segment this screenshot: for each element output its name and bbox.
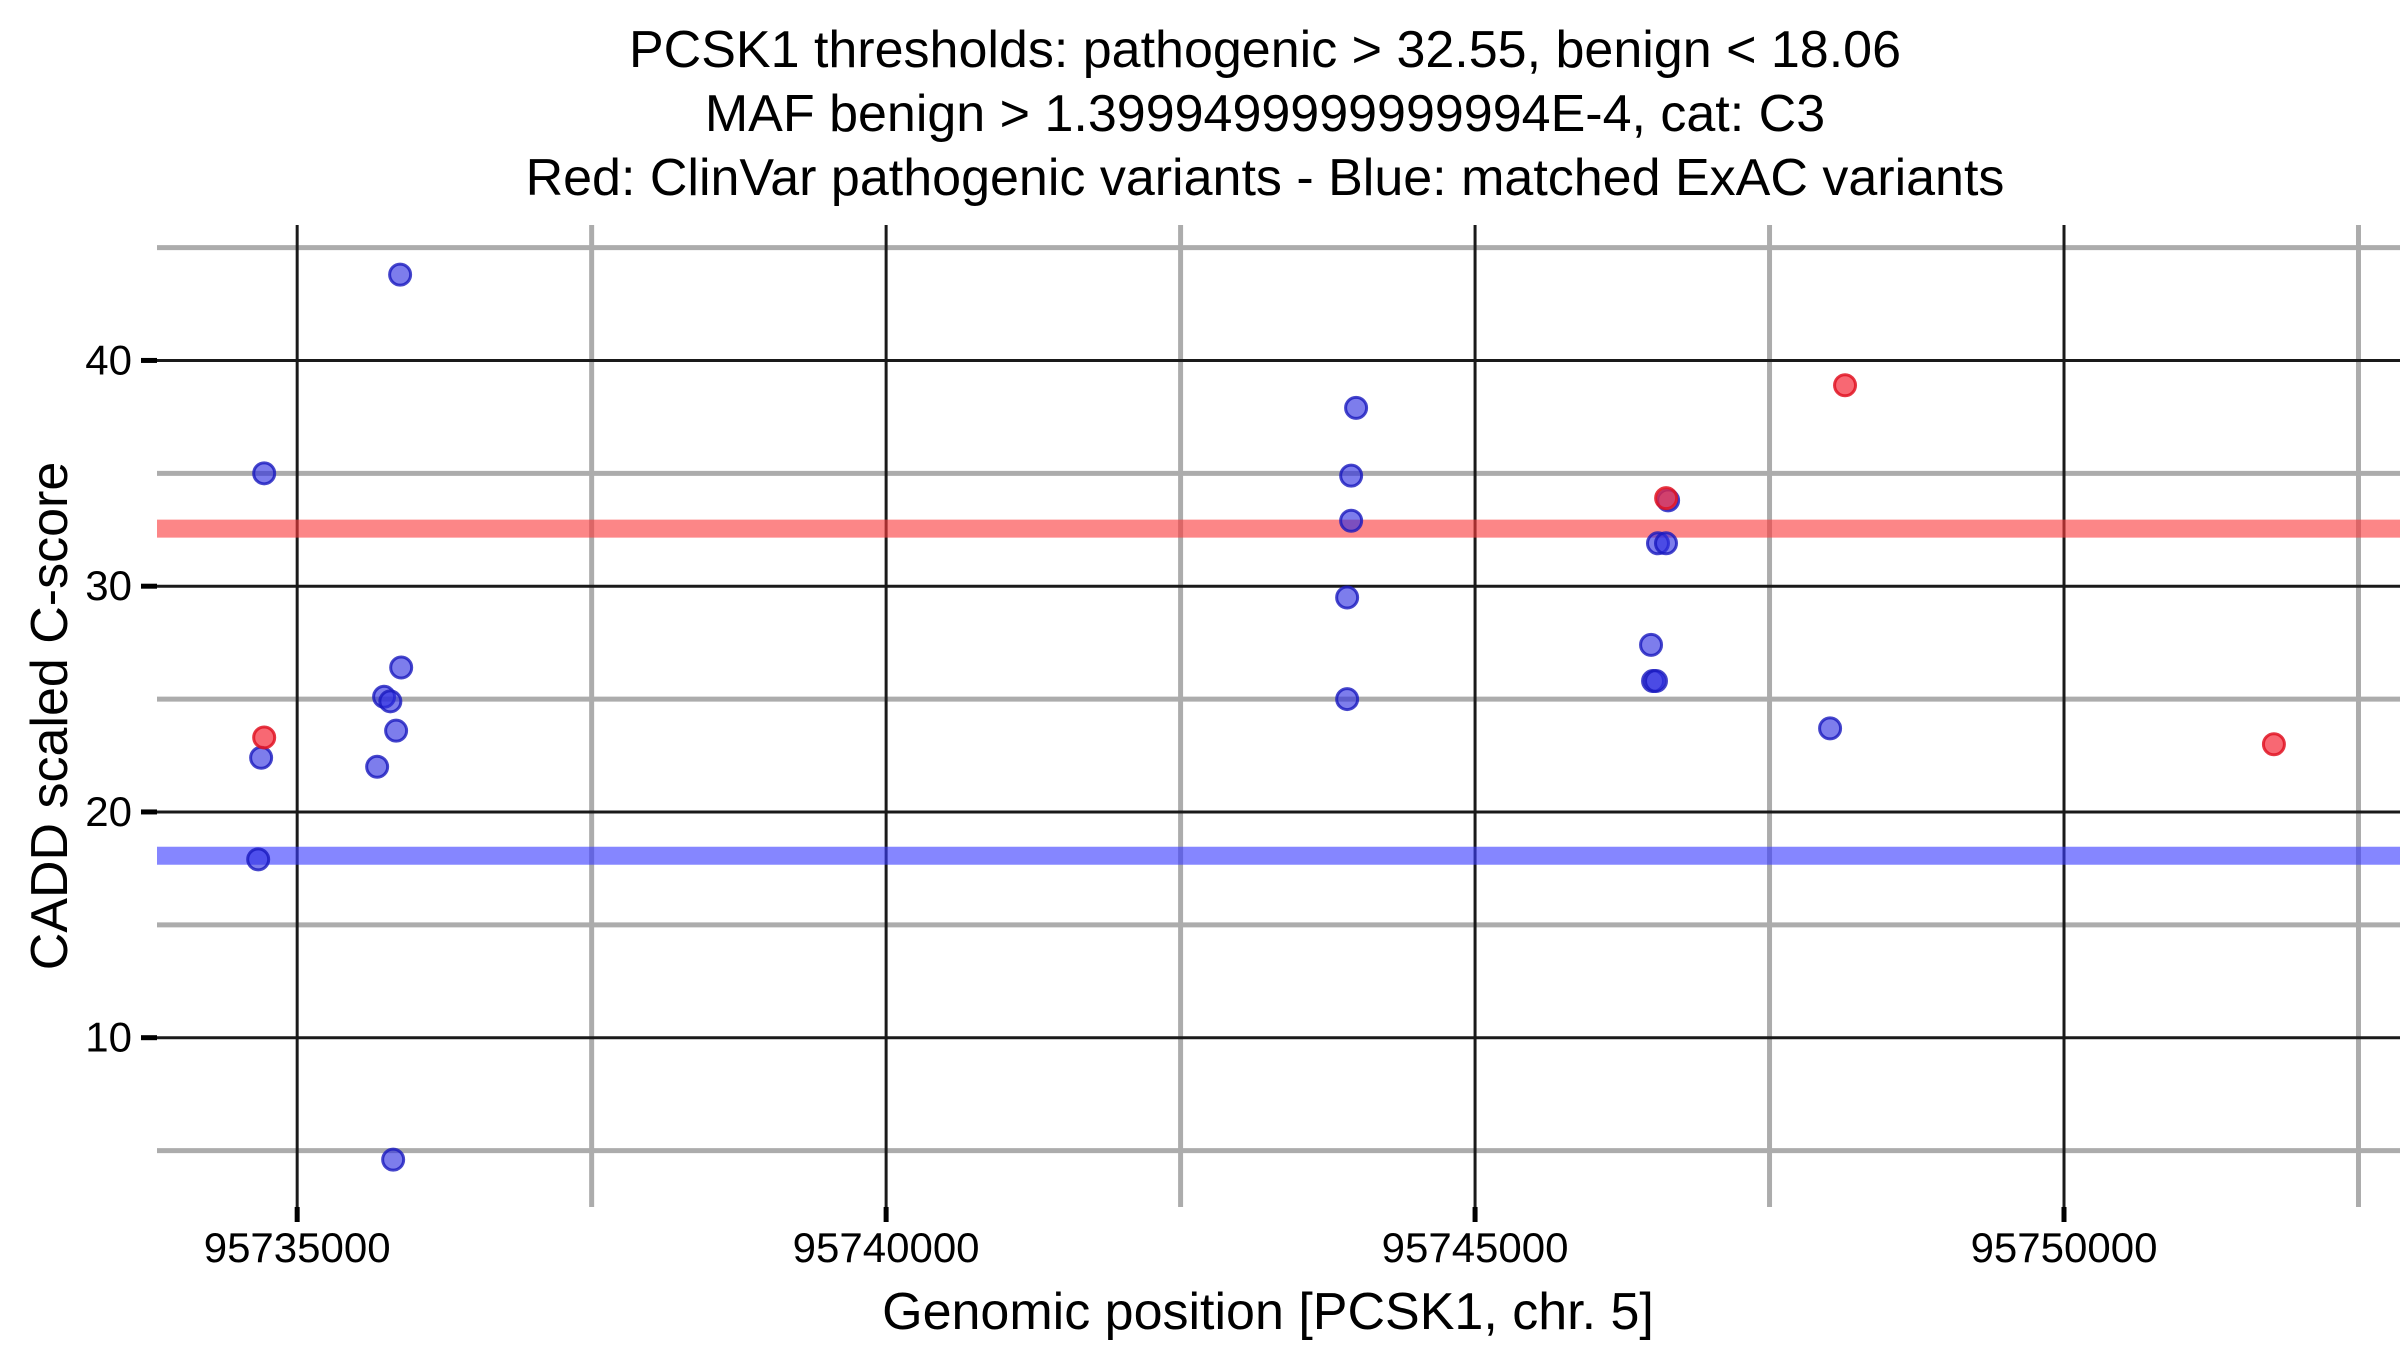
data-point-exac-matched [1639,632,1664,657]
x-tick-label: 95740000 [793,1224,980,1271]
benign-threshold-band [157,846,2400,865]
data-point-exac-matched [389,655,414,680]
data-point-exac-matched [1643,669,1668,694]
x-tick-label: 95750000 [1971,1224,2158,1271]
x-tick-label: 95745000 [1382,1224,1569,1271]
data-point-exac-matched [384,718,409,743]
pathogenic-threshold-band [157,519,2400,538]
chart-title-line-2: MAF benign > 1.3999499999999994E-4, cat:… [704,85,1826,143]
data-point-exac-matched [252,461,277,486]
data-point-exac-matched [381,1147,406,1172]
data-point-clinvar-pathogenic [1833,373,1858,398]
data-point-exac-matched [249,745,274,770]
x-axis-title: Genomic position [PCSK1, chr. 5] [882,1283,1654,1341]
y-tick-label: 40 [85,336,132,383]
data-point-exac-matched [388,262,413,287]
y-tick-label: 20 [85,788,132,835]
data-point-exac-matched [1335,687,1360,712]
data-point-exac-matched [1344,395,1369,420]
y-tick-label: 30 [85,562,132,609]
data-point-exac-matched [1339,508,1364,533]
data-point-clinvar-pathogenic [1654,486,1679,511]
data-point-exac-matched [1654,531,1679,556]
data-point-exac-matched [246,847,271,872]
chart-title-line-3: Red: ClinVar pathogenic variants - Blue:… [525,149,2005,207]
data-point-exac-matched [1818,716,1843,741]
chart-title-line-1: PCSK1 thresholds: pathogenic > 32.55, be… [628,21,1902,79]
data-point-exac-matched [1339,463,1364,488]
y-tick-label: 10 [85,1014,132,1061]
data-point-exac-matched [365,754,390,779]
x-tick-label: 95735000 [204,1224,391,1271]
data-point-exac-matched [378,689,403,714]
data-point-clinvar-pathogenic [2261,732,2286,757]
data-point-clinvar-pathogenic [252,725,277,750]
data-point-exac-matched [1335,585,1360,610]
